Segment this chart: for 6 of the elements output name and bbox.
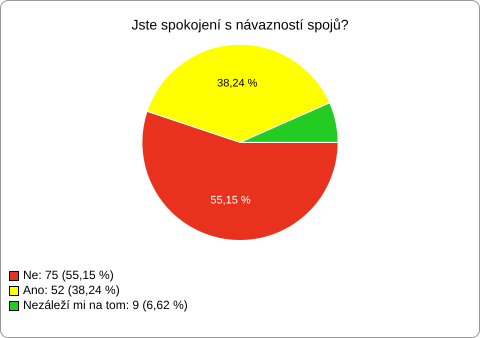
data-label: 38,24 % (217, 78, 258, 90)
legend-label: Nezáleží mi na tom: 9 (6,62 %) (23, 298, 188, 313)
data-label: 55,15 % (210, 194, 251, 207)
legend-label: Ne: 75 (55,15 %) (23, 268, 114, 283)
legend-label: Ano: 52 (38,24 %) (23, 283, 120, 298)
chart-title: Jste spokojení s návazností spojů? (131, 16, 349, 32)
